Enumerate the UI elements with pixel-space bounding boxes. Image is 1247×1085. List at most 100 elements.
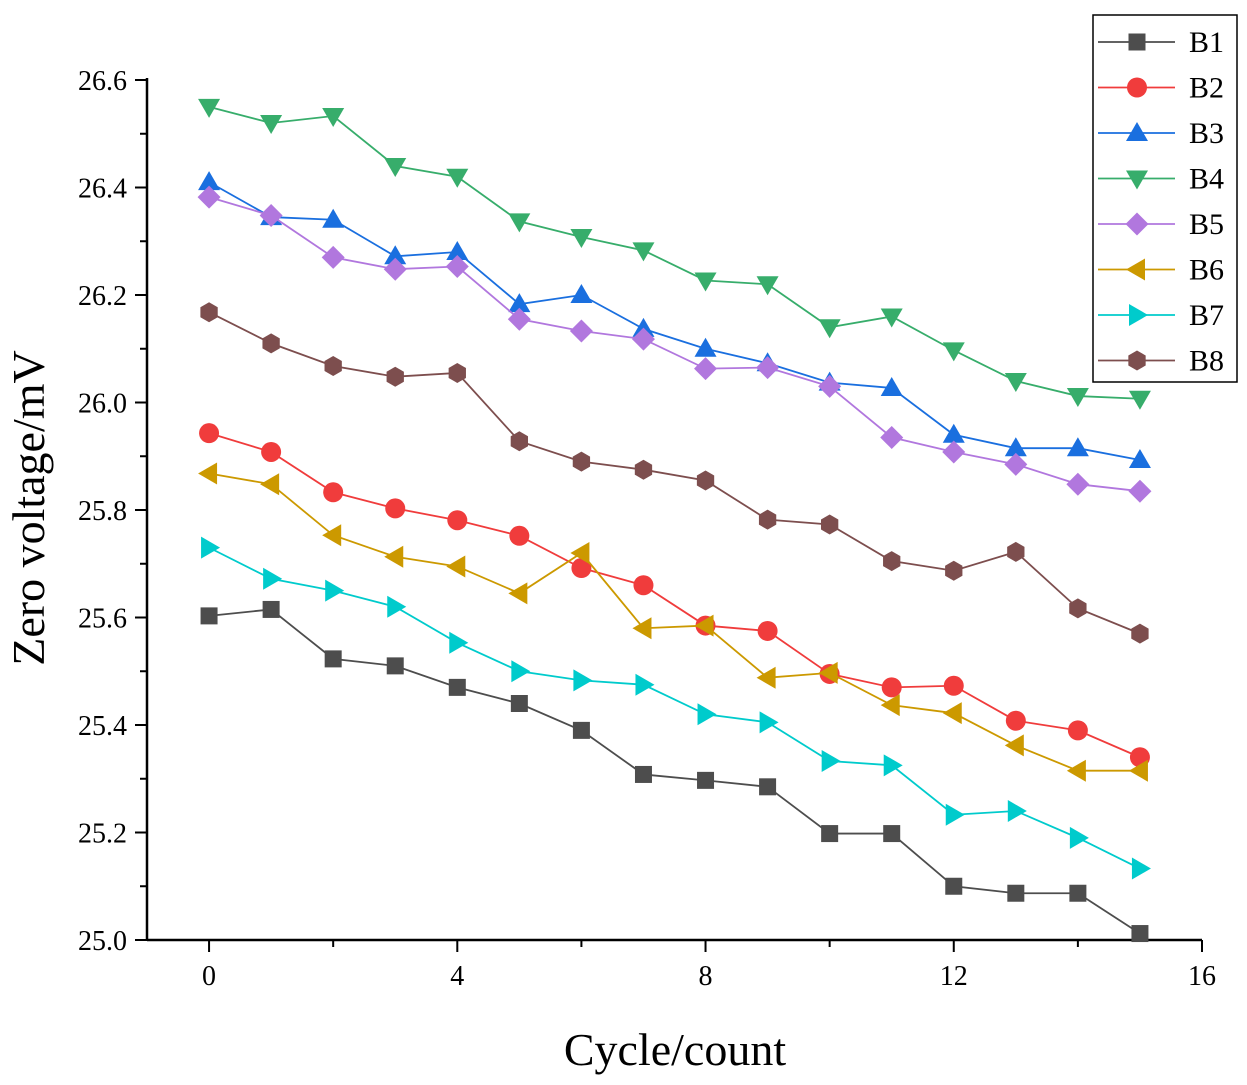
series-b1-point xyxy=(324,650,342,668)
x-tick-label: 8 xyxy=(699,961,713,992)
series-b5-point xyxy=(383,257,407,281)
legend-item-b7: B7 xyxy=(1098,299,1224,332)
series-b2-point xyxy=(323,482,344,503)
series-b1-point xyxy=(883,825,901,843)
series-b8-point xyxy=(1069,598,1087,619)
series-b7-point xyxy=(511,660,531,683)
series-b5-line xyxy=(208,196,1141,493)
series-b8-point xyxy=(448,362,466,383)
series-b3-point xyxy=(1128,449,1151,469)
series-b5-point xyxy=(631,327,655,351)
legend: B1 B2 B3 B4 B5 B6 B7 B8 xyxy=(1092,14,1238,383)
series-b2-point xyxy=(571,558,592,579)
legend-marker-b8 xyxy=(1128,350,1146,371)
legend-marker-b1 xyxy=(1128,33,1146,51)
series-b7-point xyxy=(449,631,469,654)
series-b5-point xyxy=(756,356,780,380)
series-b8-point xyxy=(386,366,404,387)
series-b1-point xyxy=(1007,884,1025,902)
x-axis-title: Cycle/count xyxy=(564,1024,786,1075)
series-b8-point xyxy=(758,509,777,530)
series-b3-line xyxy=(208,181,1141,461)
series-b3-point xyxy=(570,284,593,303)
series-b4-line xyxy=(208,106,1140,400)
series-b1-point xyxy=(572,721,590,739)
series-b3 xyxy=(198,171,1151,469)
series-b6 xyxy=(198,462,1148,782)
series-b7-point xyxy=(945,803,965,826)
series-b3-point xyxy=(1004,437,1027,457)
series-b4-point xyxy=(508,213,531,233)
series-b4-point xyxy=(880,308,903,328)
y-tick-label: 25.6 xyxy=(78,604,127,635)
series-b1-point xyxy=(697,771,715,789)
x-tick-label: 12 xyxy=(940,961,968,992)
y-tick-label: 25.2 xyxy=(78,819,127,850)
series-b2-point xyxy=(261,441,282,462)
series-b8-point xyxy=(634,459,653,480)
series-b5-point xyxy=(942,440,966,464)
series-b7-point xyxy=(387,595,407,618)
series-b8-point xyxy=(696,470,715,491)
legend-marker-b4 xyxy=(1126,170,1148,190)
series-b4-point xyxy=(322,108,345,128)
y-axis-title: Zero voltage/mV xyxy=(3,350,54,666)
series-b3-point xyxy=(942,423,965,443)
series-b4-point xyxy=(942,342,965,362)
series-b5-point xyxy=(1128,479,1152,503)
legend-label-b1: B1 xyxy=(1189,26,1224,59)
series-b2-point xyxy=(633,575,654,596)
series-b3-point xyxy=(1066,437,1089,457)
series-b6-point xyxy=(198,462,218,485)
series-b5-point xyxy=(321,245,345,269)
series-b1-point xyxy=(945,877,963,895)
legend-item-b6: B6 xyxy=(1098,254,1224,287)
legend-label-b8: B8 xyxy=(1189,345,1224,378)
series-b2-point xyxy=(509,525,530,546)
series-b4-point xyxy=(694,272,717,292)
series-b5-point xyxy=(880,425,904,449)
y-tick-label: 26.4 xyxy=(78,174,127,205)
series-b4-point xyxy=(570,228,593,248)
series-b5-point xyxy=(694,357,718,381)
series-b1-point xyxy=(1069,884,1087,902)
legend-label-b3: B3 xyxy=(1189,117,1224,150)
series-b2-point xyxy=(943,675,964,696)
series-b7-point xyxy=(1069,826,1089,849)
series-b4-point xyxy=(632,242,655,262)
series-b7-point xyxy=(635,673,655,696)
series-b2-point xyxy=(447,510,468,531)
series-b8-point xyxy=(572,451,591,472)
series-b1 xyxy=(200,600,1149,943)
y-tick-label: 26.0 xyxy=(78,389,127,420)
series-b2-line xyxy=(208,432,1141,759)
series-b1-point xyxy=(200,607,218,625)
series-b7 xyxy=(201,536,1151,880)
series-b6-point xyxy=(570,542,590,564)
series-b1-point xyxy=(1131,925,1149,943)
series-b3-point xyxy=(694,337,717,357)
series-b4-point xyxy=(1004,373,1027,392)
series-b3-point xyxy=(632,317,655,337)
legend-label-b2: B2 xyxy=(1189,72,1224,105)
legend-label-b6: B6 xyxy=(1189,254,1224,287)
legend-label-b5: B5 xyxy=(1189,208,1224,241)
series-b6-point xyxy=(1004,734,1024,757)
legend-marker-b3 xyxy=(1126,122,1148,141)
series-b5-point xyxy=(445,255,469,279)
series-b4-point xyxy=(384,158,407,177)
series-b4 xyxy=(198,98,1151,410)
series-b1-point xyxy=(448,678,466,696)
series-b6-point xyxy=(632,617,652,640)
series-b4-point xyxy=(446,168,469,188)
series-b8-point xyxy=(883,551,901,572)
series-b6-point xyxy=(508,582,528,605)
series-b6-point xyxy=(384,545,404,568)
series-layer xyxy=(197,98,1152,943)
series-b3-point xyxy=(384,245,407,265)
series-b1-point xyxy=(634,765,652,783)
series-b6-point xyxy=(260,473,280,496)
series-b8-point xyxy=(200,302,218,323)
series-b2-point xyxy=(1005,710,1026,731)
legend-label-b4: B4 xyxy=(1189,163,1224,196)
